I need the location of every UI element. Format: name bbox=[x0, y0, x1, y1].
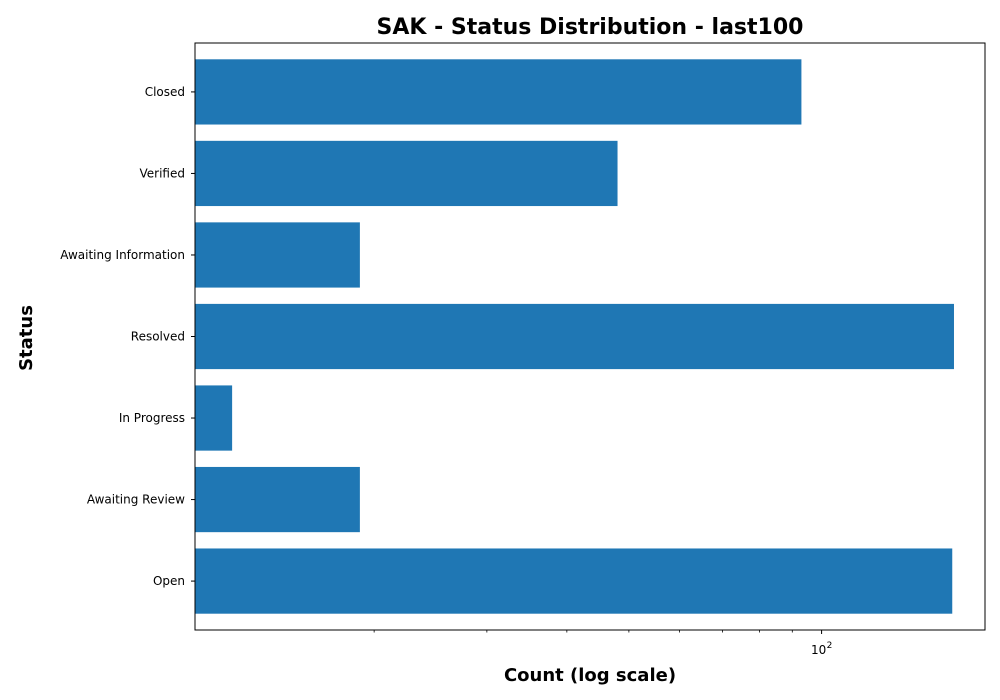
x-tick-exponent: 2 bbox=[827, 641, 833, 651]
x-axis-ticks: 10 2 bbox=[373, 630, 833, 657]
y-axis-ticks: Open Awaiting Review In Progress Resolved Aw… bbox=[60, 85, 195, 588]
bar-open bbox=[195, 548, 953, 614]
x-tick-label: 10 bbox=[811, 643, 826, 657]
x-axis-label: Count (log scale) bbox=[504, 665, 676, 686]
bar-in-progress bbox=[195, 385, 233, 451]
y-tick-label: Verified bbox=[140, 166, 186, 180]
y-tick-label: Closed bbox=[145, 85, 185, 99]
y-axis-label: Status bbox=[16, 305, 37, 371]
plot-area: Open Awaiting Review In Progress Resolved Aw… bbox=[60, 42, 986, 657]
bar-awaiting-review bbox=[195, 466, 360, 533]
y-tick-label: Awaiting Information bbox=[60, 248, 185, 262]
y-tick-label: Open bbox=[153, 574, 185, 588]
bar-awaiting-information bbox=[195, 222, 360, 288]
y-tick-label: Awaiting Review bbox=[87, 493, 185, 507]
bar-closed bbox=[195, 59, 802, 125]
y-tick-label: In Progress bbox=[119, 411, 185, 425]
bars-group bbox=[195, 59, 954, 614]
y-tick-label: Resolved bbox=[131, 330, 185, 344]
chart-title: SAK - Status Distribution - last100 bbox=[377, 15, 804, 40]
bar-verified bbox=[195, 140, 618, 207]
bar-resolved bbox=[195, 303, 954, 370]
